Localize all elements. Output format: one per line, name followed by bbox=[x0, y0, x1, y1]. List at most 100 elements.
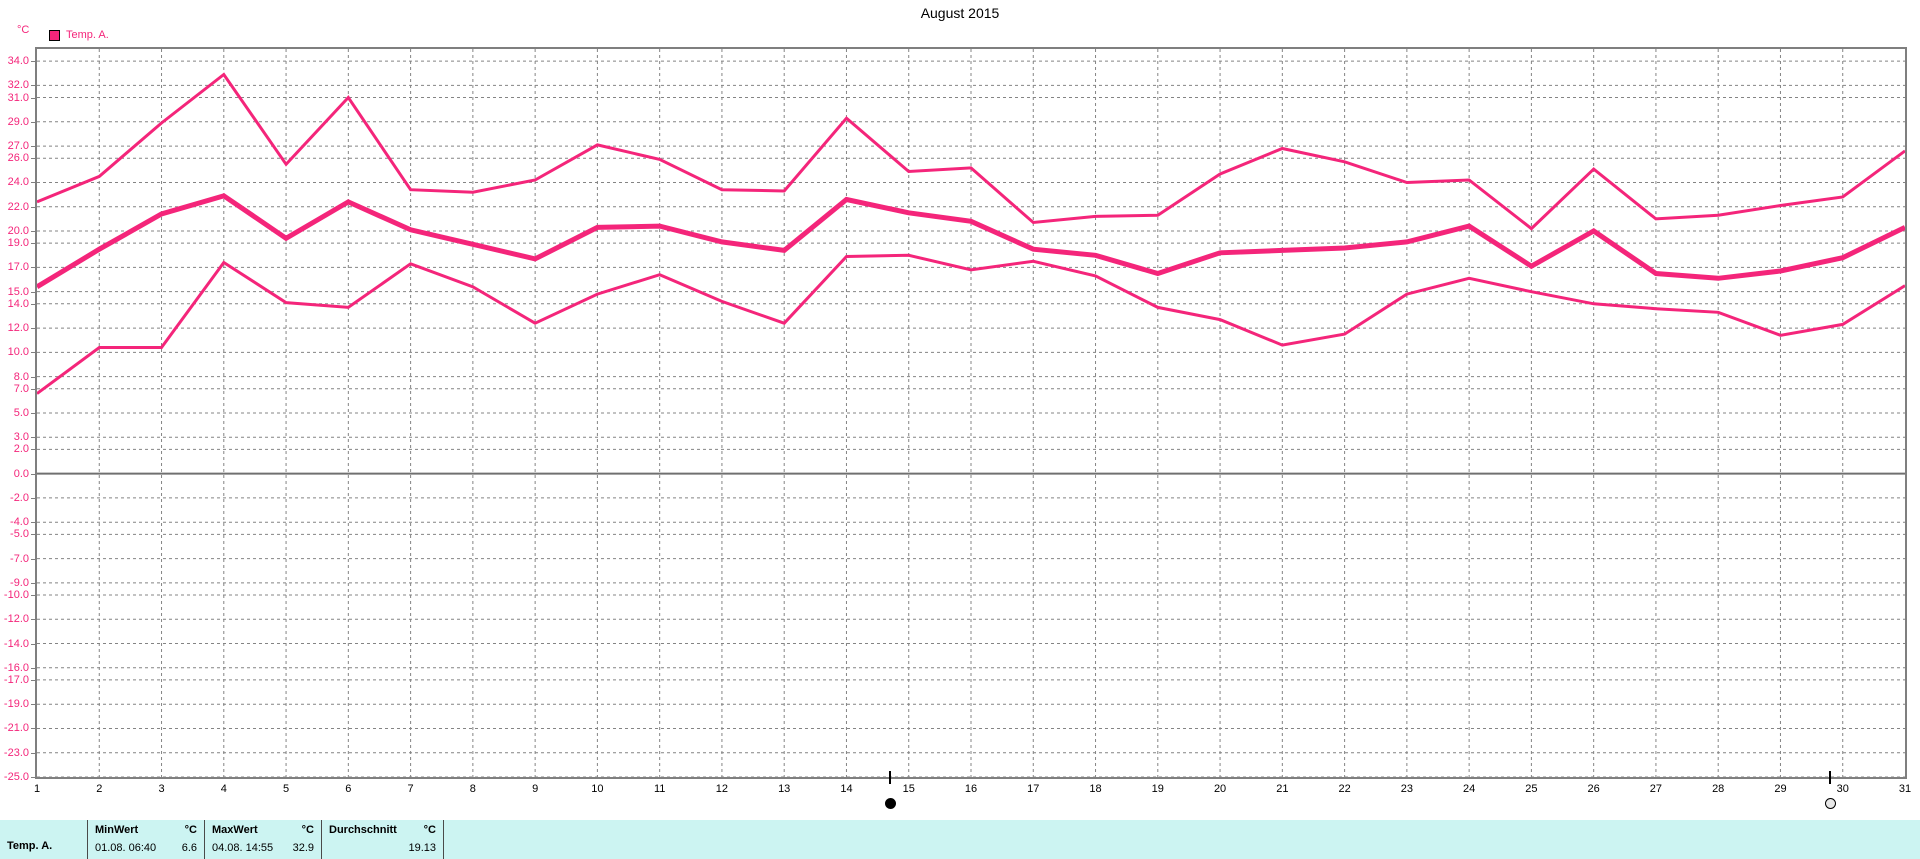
chart-title: August 2015 bbox=[920, 5, 1000, 21]
y-axis-tick-label: 29.0 bbox=[7, 116, 29, 128]
y-axis-tick-label: 10.0 bbox=[7, 346, 29, 358]
y-axis-tick-label: -10.0 bbox=[3, 589, 29, 601]
cursor-handle-open-icon[interactable] bbox=[1825, 798, 1836, 809]
y-axis-tick-mark bbox=[31, 122, 37, 123]
x-axis-day-label: 5 bbox=[283, 783, 290, 795]
series-line-0 bbox=[37, 72, 1905, 231]
y-axis-tick-mark bbox=[31, 449, 37, 450]
y-axis-tick-label: 20.0 bbox=[7, 225, 29, 237]
x-axis-day-label: 8 bbox=[469, 783, 476, 795]
x-axis-day-label: 24 bbox=[1463, 783, 1476, 795]
min-value: 6.6 bbox=[181, 842, 197, 854]
max-timestamp: 04.08. 14:55 bbox=[212, 842, 274, 854]
min-timestamp: 01.08. 06:40 bbox=[95, 842, 157, 854]
cursor-handle-filled-icon[interactable] bbox=[885, 798, 896, 809]
y-axis-tick-mark bbox=[31, 243, 37, 244]
max-value: 32.9 bbox=[292, 842, 314, 854]
x-axis-day-label: 14 bbox=[840, 783, 853, 795]
stats-divider bbox=[204, 820, 205, 859]
stats-avg-cell: Durchschnitt °C 19.13 bbox=[322, 820, 443, 859]
x-axis-day-label: 25 bbox=[1525, 783, 1538, 795]
y-axis-tick-mark bbox=[31, 292, 37, 293]
series-line-1 bbox=[37, 193, 1905, 289]
y-axis-tick-mark bbox=[31, 474, 37, 475]
y-axis-tick-label: -25.0 bbox=[3, 771, 29, 783]
y-axis-tick-mark bbox=[31, 352, 37, 353]
y-axis-tick-label: -9.0 bbox=[10, 577, 29, 589]
legend: Temp. A. bbox=[49, 29, 109, 41]
y-axis-tick-mark bbox=[31, 158, 37, 159]
y-axis-tick-label: -4.0 bbox=[10, 516, 29, 528]
y-axis-tick-label: -12.0 bbox=[3, 613, 29, 625]
y-axis-tick-mark bbox=[31, 182, 37, 183]
y-axis: 34.0 32.0 31.0 29.0 27.0 26.0 24.0 22.0 20.0 19.0… bbox=[0, 47, 37, 783]
x-axis-day-label: 10 bbox=[591, 783, 604, 795]
y-axis-tick-label: -2.0 bbox=[10, 492, 29, 504]
y-axis-tick-label: 34.0 bbox=[7, 55, 29, 67]
x-axis-day-label: 6 bbox=[345, 783, 352, 795]
y-axis-tick-label: -5.0 bbox=[10, 528, 29, 540]
y-axis-tick-label: -21.0 bbox=[3, 722, 29, 734]
y-axis-tick-label: 15.0 bbox=[7, 286, 29, 298]
x-axis-day-label: 30 bbox=[1836, 783, 1849, 795]
y-axis-tick-mark bbox=[31, 777, 37, 778]
y-axis-tick-mark bbox=[31, 583, 37, 584]
stats-min-cell: MinWert °C 01.08. 06:40 6.6 bbox=[88, 820, 204, 859]
y-axis-tick-mark bbox=[31, 231, 37, 232]
y-axis-tick-label: 24.0 bbox=[7, 176, 29, 188]
max-header: MaxWert bbox=[212, 824, 258, 836]
y-axis-tick-label: -23.0 bbox=[3, 747, 29, 759]
y-axis-tick-mark bbox=[31, 389, 37, 390]
y-axis-tick-label: 5.0 bbox=[13, 407, 29, 419]
x-axis-day-label: 31 bbox=[1898, 783, 1912, 795]
y-axis-tick-label: -17.0 bbox=[3, 674, 29, 686]
plot-area bbox=[35, 47, 1907, 779]
x-axis-day-label: 11 bbox=[653, 783, 666, 795]
y-axis-tick-label: 22.0 bbox=[7, 201, 29, 213]
y-axis-tick-mark bbox=[31, 437, 37, 438]
y-axis-tick-mark bbox=[31, 644, 37, 645]
stats-divider bbox=[87, 820, 88, 859]
x-axis-day-label: 17 bbox=[1027, 783, 1040, 795]
x-axis-day-label: 15 bbox=[902, 783, 915, 795]
y-axis-tick-mark bbox=[31, 146, 37, 147]
y-axis-tick-mark bbox=[31, 377, 37, 378]
y-axis-tick-label: 27.0 bbox=[7, 140, 29, 152]
y-axis-tick-mark bbox=[31, 85, 37, 86]
y-axis-tick-label: 0.0 bbox=[13, 468, 29, 480]
y-axis-tick-mark bbox=[31, 413, 37, 414]
y-axis-tick-mark bbox=[31, 534, 37, 535]
min-header: MinWert bbox=[95, 824, 139, 836]
y-axis-tick-label: -14.0 bbox=[3, 638, 29, 650]
y-axis-tick-mark bbox=[31, 522, 37, 523]
y-axis-tick-mark bbox=[31, 328, 37, 329]
x-axis-day-label: 21 bbox=[1276, 783, 1289, 795]
y-axis-tick-label: 12.0 bbox=[7, 322, 29, 334]
x-axis-day-label: 3 bbox=[158, 783, 165, 795]
y-axis-tick-mark bbox=[31, 98, 37, 99]
y-axis-unit-label: °C bbox=[17, 24, 30, 36]
y-axis-tick-label: 2.0 bbox=[13, 443, 29, 455]
y-axis-tick-mark bbox=[31, 728, 37, 729]
legend-swatch-icon bbox=[49, 29, 60, 41]
chart-canvas bbox=[37, 49, 1905, 777]
y-axis-tick-label: -19.0 bbox=[3, 698, 29, 710]
y-axis-tick-label: 8.0 bbox=[13, 371, 29, 383]
x-axis-day-label: 12 bbox=[715, 783, 729, 795]
x-axis-day-label: 13 bbox=[778, 783, 791, 795]
avg-header: Durchschnitt bbox=[329, 824, 397, 836]
y-axis-tick-mark bbox=[31, 498, 37, 499]
y-axis-tick-label: 19.0 bbox=[7, 237, 29, 249]
x-axis-day-label: 4 bbox=[220, 783, 227, 795]
x-axis-day-label: 22 bbox=[1338, 783, 1351, 795]
x-axis-day-label: 1 bbox=[33, 783, 41, 795]
y-axis-tick-mark bbox=[31, 753, 37, 754]
y-axis-tick-mark bbox=[31, 619, 37, 620]
y-axis-tick-mark bbox=[31, 559, 37, 560]
x-axis-day-label: 2 bbox=[96, 783, 103, 795]
y-axis-tick-label: 31.0 bbox=[7, 92, 29, 104]
y-axis-tick-label: 26.0 bbox=[7, 152, 29, 164]
y-axis-tick-label: -7.0 bbox=[10, 553, 29, 565]
y-axis-tick-mark bbox=[31, 680, 37, 681]
x-axis-day-label: 28 bbox=[1712, 783, 1725, 795]
